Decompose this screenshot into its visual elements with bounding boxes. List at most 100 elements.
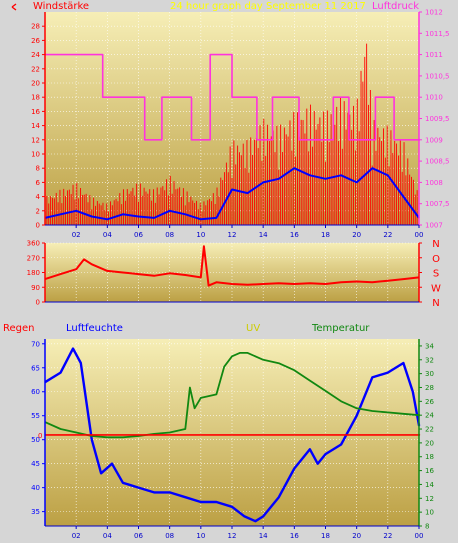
- x-axis-tick-label: 14: [259, 231, 268, 239]
- left-axis-tick-label: 60: [31, 388, 40, 396]
- right-axis-tick-label: 18: [425, 453, 434, 461]
- right-axis-tick-label: 1009,5: [425, 115, 450, 123]
- x-axis-tick-label: 06: [134, 532, 143, 540]
- x-axis-tick-label: 18: [321, 532, 330, 540]
- right-axis-tick-label: 1007,5: [425, 200, 450, 208]
- left-axis-tick-label: 18: [31, 94, 40, 102]
- left-axis-tick-label: 16: [31, 108, 40, 116]
- left-axis-tick-label: 180: [27, 269, 40, 277]
- right-axis-tick-label: 12: [425, 495, 434, 503]
- temperatur-line: [44, 352, 420, 439]
- humidity-axis-label: Luftfeuchte: [66, 323, 123, 334]
- x-axis-tick-label: 10: [196, 231, 205, 239]
- x-axis-tick-label: 12: [228, 532, 237, 540]
- right-axis-tick-label: 1011: [425, 51, 443, 59]
- x-axis-tick-label: 22: [383, 532, 392, 540]
- right-axis-tick-label: 16: [425, 467, 434, 475]
- right-axis-tick-label: 1009: [425, 136, 443, 144]
- x-axis-tick-label: 04: [103, 532, 112, 540]
- compass-label: N: [432, 239, 439, 250]
- x-axis-tick-label: 16: [290, 532, 299, 540]
- left-axis-tick-label: 40: [31, 484, 40, 492]
- wind-indicator-icon: [11, 3, 17, 11]
- x-axis-tick-label: 10: [196, 532, 205, 540]
- right-axis-tick-label: 1012: [425, 9, 443, 17]
- x-axis-tick-label: 14: [259, 532, 268, 540]
- x-axis-tick-label: 18: [321, 231, 330, 239]
- right-axis-tick-label: 24: [425, 412, 434, 420]
- left-axis-tick-label: 4: [36, 193, 41, 201]
- right-axis-tick-label: 32: [425, 356, 434, 364]
- right-axis-tick-label: 1007: [425, 222, 443, 230]
- left-axis-tick-label: 8: [36, 165, 40, 173]
- right-axis-tick-label: 20: [425, 439, 434, 447]
- left-axis-tick-label: 55: [31, 412, 40, 420]
- x-axis-tick-label: 06: [134, 231, 143, 239]
- left-axis-tick-label: 50: [31, 436, 40, 444]
- x-axis-tick-label: 08: [165, 231, 174, 239]
- left-axis-tick-label: 70: [31, 340, 40, 348]
- left-axis-tick-label: 6: [36, 179, 41, 187]
- x-axis-tick-label: 02: [72, 532, 81, 540]
- left-axis-tick-label: 65: [31, 364, 40, 372]
- right-axis-tick-label: 1008,5: [425, 158, 450, 166]
- left-axis-tick-label: 35: [31, 508, 40, 516]
- wind-pressure-series: [44, 43, 421, 225]
- rain-axis-label: Regen: [3, 323, 35, 334]
- left-axis-tick-label: 20: [31, 80, 40, 88]
- right-axis-tick-label: 1011,5: [425, 30, 450, 38]
- uv-axis-label: UV: [246, 323, 260, 334]
- x-axis-tick-label: 22: [383, 231, 392, 239]
- chart-title: 24 hour graph day September 11 2017: [170, 1, 366, 12]
- right-axis-tick-label: 1010: [425, 94, 443, 102]
- x-axis-tick-label: 16: [290, 231, 299, 239]
- wind-axis-label: Windstärke: [33, 1, 89, 12]
- right-axis-tick-label: 8: [425, 523, 429, 531]
- left-axis-tick-label: 12: [31, 136, 40, 144]
- compass-label: N: [432, 298, 439, 309]
- x-axis-tick-label: 00: [415, 532, 424, 540]
- direction-series: [44, 245, 420, 287]
- right-axis-tick-label: 30: [425, 370, 434, 378]
- x-axis-tick-label: 12: [228, 231, 237, 239]
- left-axis-tick-label: 45: [31, 460, 40, 468]
- right-axis-tick-label: 10: [425, 509, 434, 517]
- left-axis-tick-label: 90: [31, 284, 40, 292]
- left-axis-tick-label: 2: [36, 207, 40, 215]
- pressure-axis-label: Luftdruck: [372, 1, 419, 12]
- right-axis-tick-label: 1010,5: [425, 72, 450, 80]
- left-axis-tick-label: 360: [27, 240, 40, 248]
- x-axis-tick-label: 00: [415, 231, 424, 239]
- right-axis-tick-label: 34: [425, 342, 434, 350]
- right-axis-tick-label: 26: [425, 398, 434, 406]
- left-axis-tick-label: 26: [31, 37, 40, 45]
- compass-label: O: [432, 254, 440, 265]
- series-line: [44, 167, 420, 221]
- rain-zero-label: 0: [38, 432, 42, 440]
- left-axis-tick-label: 24: [31, 51, 40, 59]
- humidity-temperature-series: [44, 347, 421, 523]
- compass-label: W: [431, 283, 441, 294]
- series-line: [44, 245, 420, 287]
- x-axis-tick-label: 20: [352, 532, 361, 540]
- left-axis-tick-label: 0: [36, 222, 40, 230]
- left-axis-tick-label: 22: [31, 65, 40, 73]
- left-axis-tick-label: 28: [31, 23, 40, 31]
- left-axis-tick-label: 270: [27, 254, 40, 262]
- x-axis-tick-label: 02: [72, 231, 81, 239]
- compass-label: S: [433, 269, 439, 280]
- right-axis-tick-label: 28: [425, 384, 434, 392]
- x-axis-tick-label: 08: [165, 532, 174, 540]
- right-axis-tick-label: 1008: [425, 179, 443, 187]
- right-axis-tick-label: 22: [425, 426, 434, 434]
- luftdruck-line: [45, 53, 419, 141]
- wind-pressure-axes: 024681012141618202224262810071007,510081…: [31, 9, 449, 240]
- right-axis-tick-label: 14: [425, 481, 434, 489]
- x-axis-tick-label: 20: [352, 231, 361, 239]
- x-axis-tick-label: 04: [103, 231, 112, 239]
- left-axis-tick-label: 0: [36, 299, 40, 307]
- left-axis-tick-label: 10: [31, 151, 40, 159]
- left-axis-tick-label: 14: [31, 122, 40, 130]
